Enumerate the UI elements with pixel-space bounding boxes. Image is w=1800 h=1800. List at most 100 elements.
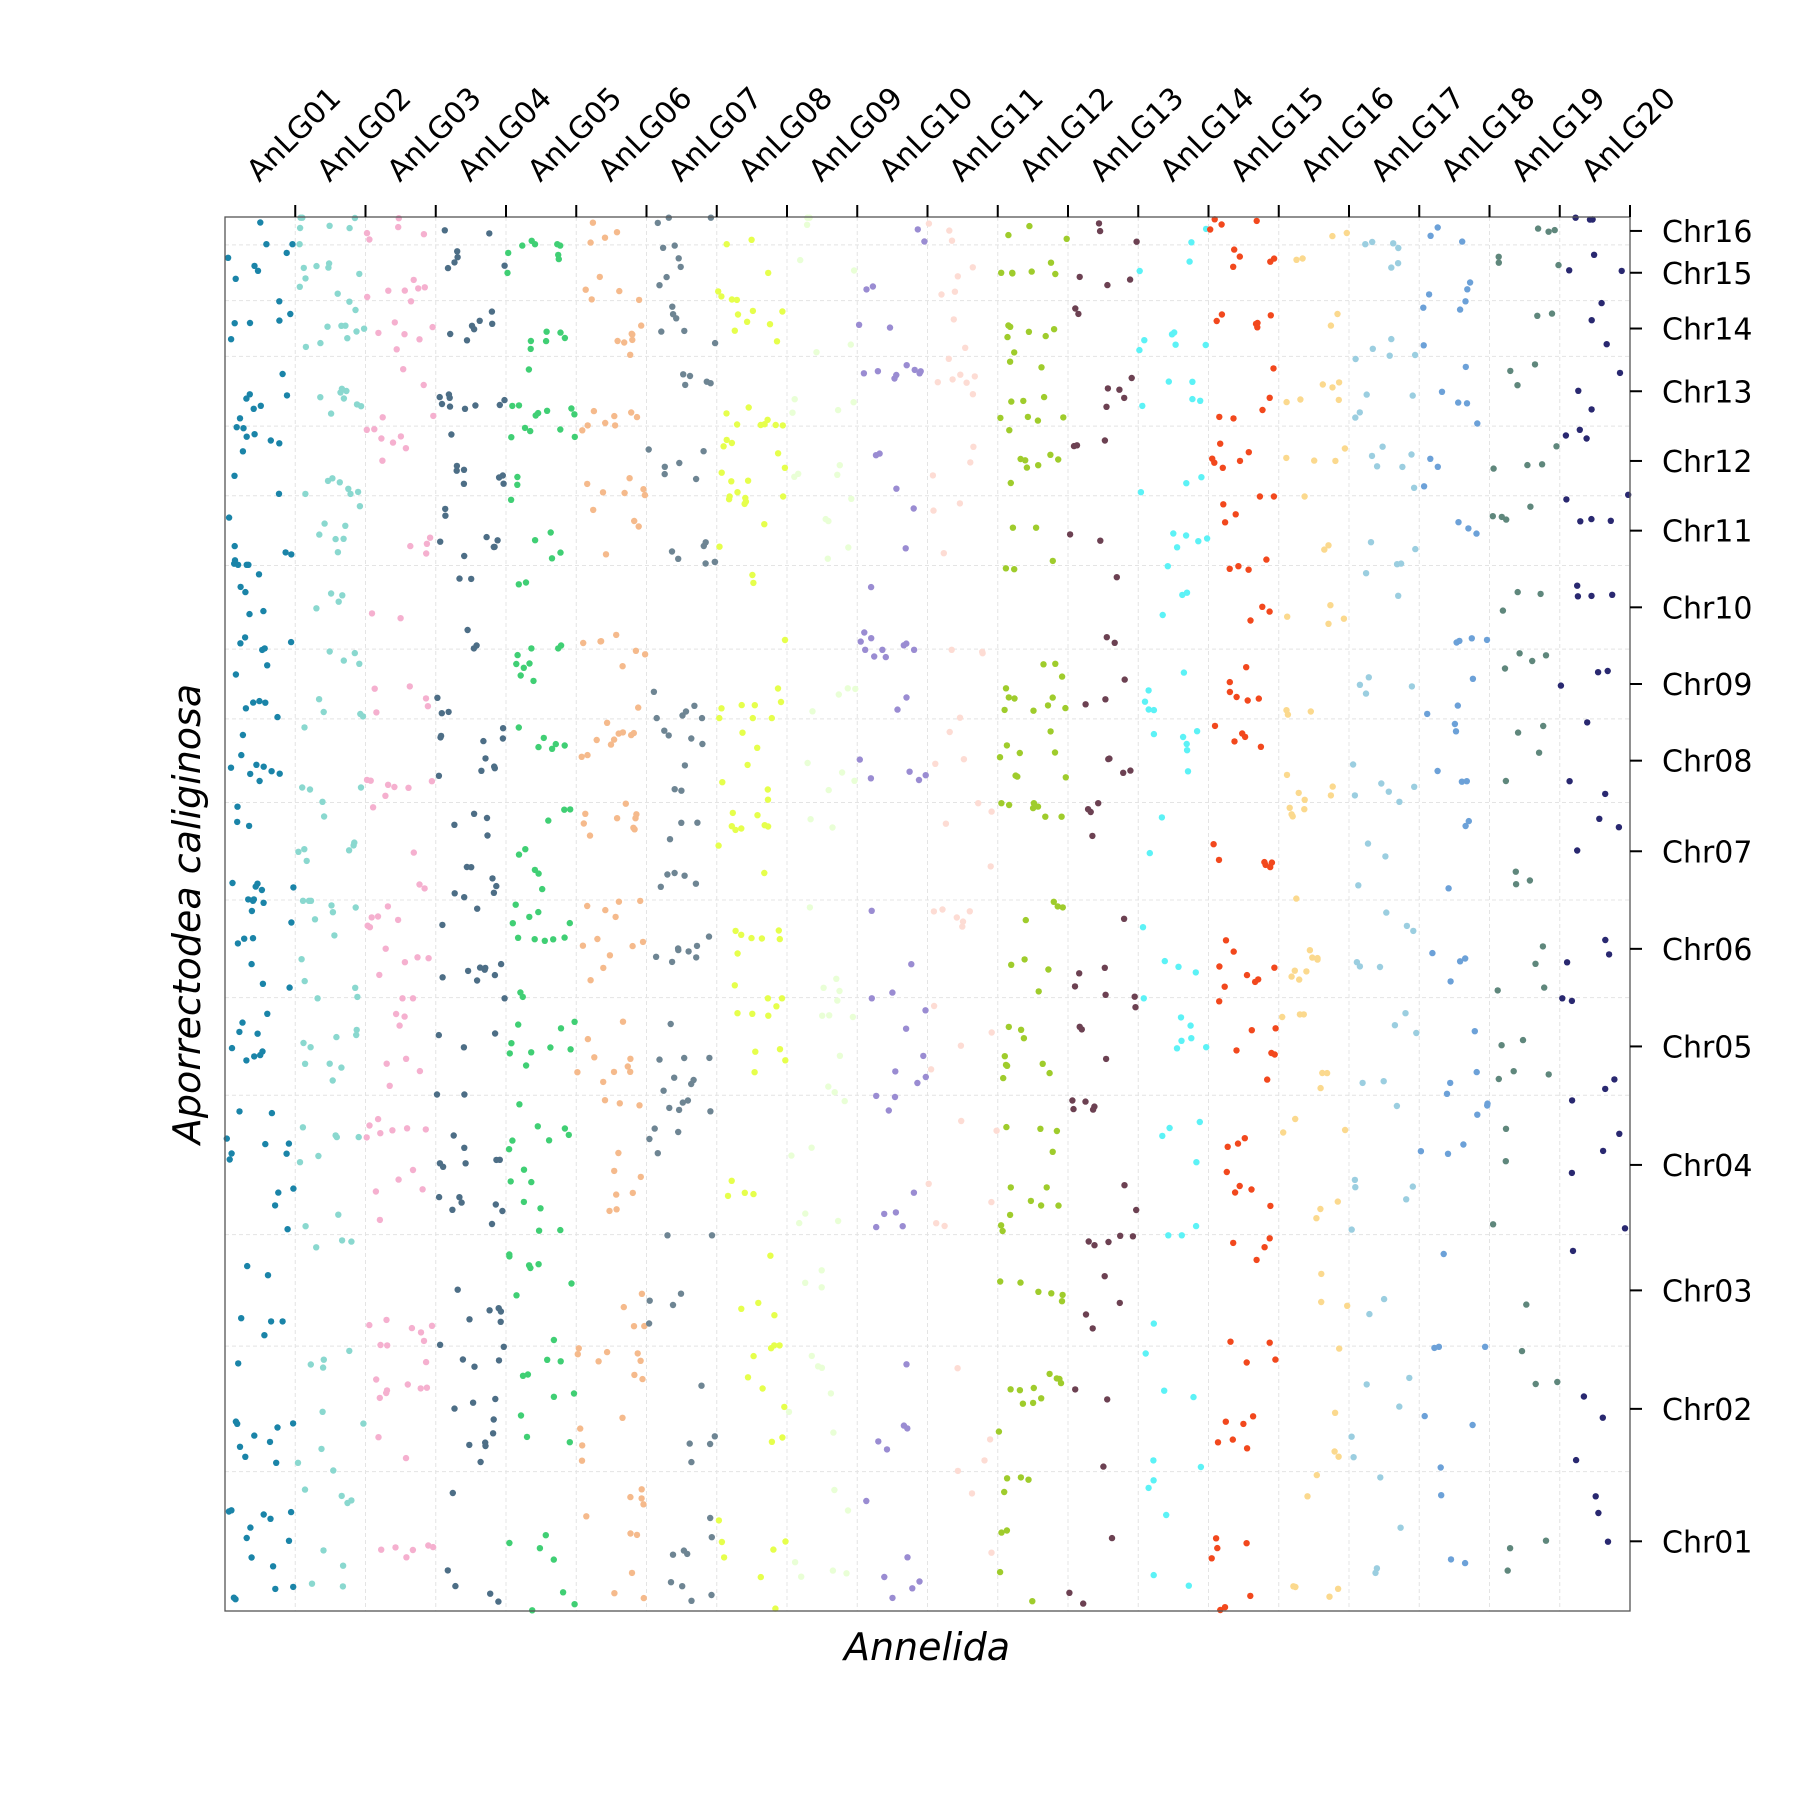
data-point bbox=[1510, 1068, 1517, 1075]
data-point bbox=[1411, 351, 1419, 359]
data-point bbox=[708, 1534, 715, 1541]
data-point bbox=[404, 1381, 411, 1388]
data-point bbox=[1531, 361, 1539, 368]
data-point bbox=[1412, 545, 1419, 553]
data-point bbox=[320, 708, 327, 716]
data-point bbox=[566, 1439, 573, 1446]
data-point bbox=[954, 273, 961, 280]
data-point bbox=[761, 521, 768, 528]
data-point bbox=[1383, 909, 1390, 916]
data-point bbox=[356, 270, 363, 278]
data-point bbox=[627, 1530, 634, 1537]
data-point bbox=[1599, 1414, 1607, 1421]
data-point bbox=[1332, 457, 1339, 465]
data-point bbox=[379, 414, 386, 421]
data-point bbox=[1030, 1384, 1038, 1392]
data-point bbox=[1220, 501, 1227, 508]
data-point bbox=[415, 285, 422, 292]
data-point bbox=[1495, 1075, 1503, 1083]
data-point bbox=[744, 477, 752, 484]
data-point bbox=[922, 772, 929, 779]
data-point bbox=[419, 1186, 426, 1193]
data-point bbox=[693, 942, 701, 950]
data-point bbox=[296, 224, 304, 232]
data-point bbox=[463, 863, 471, 871]
data-point bbox=[1394, 260, 1402, 267]
data-point bbox=[1376, 963, 1384, 971]
data-point bbox=[273, 1459, 280, 1467]
data-point bbox=[863, 286, 870, 293]
data-point bbox=[1038, 1395, 1045, 1402]
data-point bbox=[998, 800, 1005, 807]
data-point bbox=[1327, 792, 1335, 799]
data-point bbox=[1044, 702, 1052, 709]
data-point bbox=[461, 405, 469, 412]
data-point bbox=[282, 549, 289, 556]
data-point bbox=[249, 935, 257, 942]
data-point bbox=[744, 1374, 752, 1381]
data-point bbox=[1498, 1042, 1505, 1049]
data-point bbox=[1161, 1387, 1168, 1394]
data-point bbox=[761, 869, 768, 877]
series-AnLG14 bbox=[1136, 225, 1211, 1589]
data-point bbox=[290, 1185, 297, 1192]
data-point bbox=[299, 897, 307, 904]
data-point bbox=[329, 909, 337, 916]
data-point bbox=[351, 839, 358, 846]
data-point bbox=[260, 899, 267, 906]
data-point bbox=[706, 1054, 713, 1062]
data-point bbox=[1233, 693, 1240, 701]
data-point bbox=[603, 719, 611, 726]
data-point bbox=[254, 880, 261, 887]
data-point bbox=[873, 1092, 880, 1100]
data-point bbox=[1058, 1298, 1066, 1305]
data-point bbox=[568, 1280, 575, 1287]
data-point bbox=[490, 543, 497, 551]
data-point bbox=[1256, 493, 1264, 500]
data-point bbox=[868, 635, 875, 642]
data-point bbox=[590, 506, 597, 514]
data-point bbox=[520, 1166, 528, 1173]
data-point bbox=[515, 724, 522, 731]
data-point bbox=[422, 1358, 430, 1366]
data-point bbox=[500, 480, 507, 487]
data-point bbox=[575, 1345, 582, 1352]
data-point bbox=[445, 708, 452, 716]
data-point bbox=[628, 731, 635, 739]
data-point bbox=[891, 1093, 899, 1101]
data-point bbox=[838, 769, 846, 776]
data-point bbox=[439, 921, 446, 929]
data-point bbox=[1175, 963, 1182, 970]
data-point bbox=[254, 1030, 261, 1037]
data-point bbox=[238, 751, 245, 759]
data-point bbox=[813, 349, 820, 356]
data-point bbox=[402, 1454, 410, 1462]
data-point bbox=[400, 366, 407, 373]
top-axis: AnLG01AnLG02AnLG03AnLG04AnLG05AnLG06AnLG… bbox=[240, 81, 1683, 217]
data-point bbox=[922, 1007, 929, 1014]
data-point bbox=[1494, 987, 1501, 994]
data-point bbox=[613, 815, 621, 822]
data-point bbox=[339, 592, 346, 599]
data-point bbox=[1466, 279, 1474, 286]
data-point bbox=[933, 1220, 940, 1227]
data-point bbox=[698, 714, 706, 722]
data-point bbox=[798, 1573, 805, 1580]
data-point bbox=[1179, 591, 1186, 599]
data-point bbox=[1063, 235, 1070, 242]
data-point bbox=[773, 338, 781, 345]
data-point bbox=[243, 1057, 250, 1064]
data-point bbox=[1222, 937, 1230, 944]
data-point bbox=[829, 824, 836, 831]
data-point bbox=[1253, 217, 1260, 225]
data-point bbox=[313, 1244, 320, 1251]
data-point bbox=[629, 331, 636, 338]
data-point bbox=[1268, 859, 1276, 866]
data-point bbox=[471, 1363, 478, 1370]
data-point bbox=[988, 1549, 995, 1556]
data-point bbox=[1502, 1125, 1510, 1133]
data-point bbox=[515, 851, 523, 858]
data-point bbox=[579, 942, 587, 949]
data-point bbox=[1363, 391, 1370, 398]
data-point bbox=[939, 906, 946, 913]
